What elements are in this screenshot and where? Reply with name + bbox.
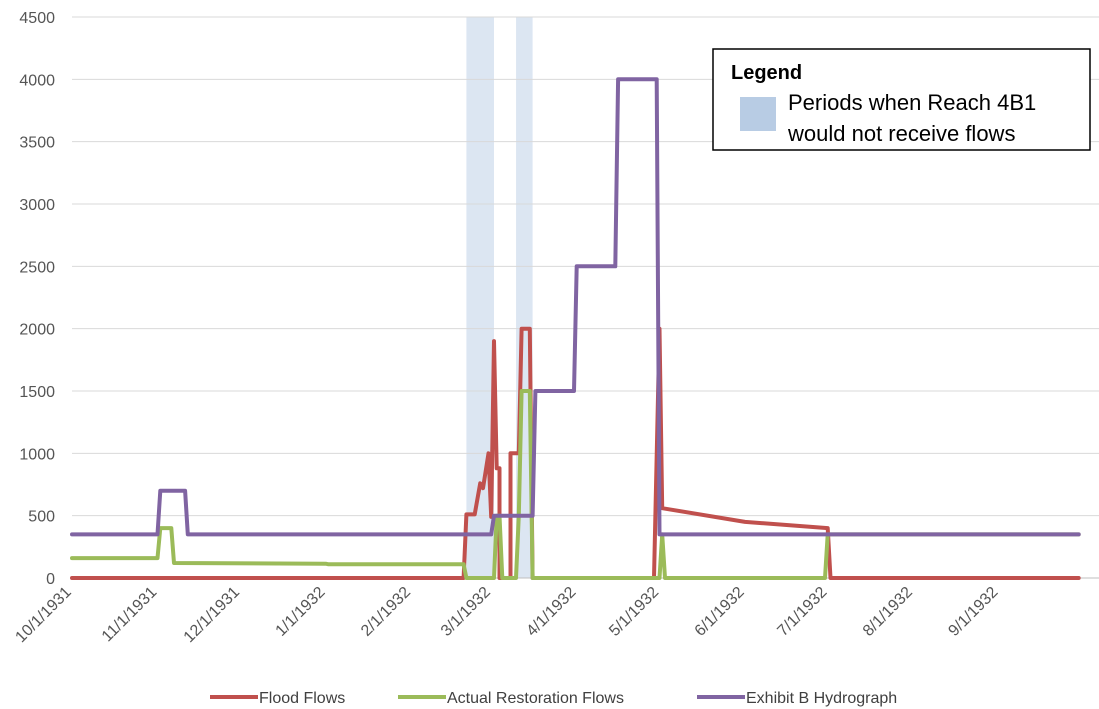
y-tick-label: 1000 <box>19 446 55 463</box>
y-tick-label: 1500 <box>19 384 55 401</box>
x-tick-label: 1/1/1932 <box>273 584 329 640</box>
y-tick-labels: 0 500 1000 1500 2000 2500 3000 3500 4000 4500 <box>19 10 55 588</box>
x-tick-label: 8/1/1932 <box>860 584 916 640</box>
x-tick-label: 7/1/1932 <box>774 584 830 640</box>
y-tick-label: 2000 <box>19 322 55 339</box>
x-tick-label: 11/1/1931 <box>99 584 161 646</box>
y-tick-label: 4000 <box>19 72 55 89</box>
annotation-legend-swatch <box>740 97 776 131</box>
y-tick-label: 4500 <box>19 10 55 27</box>
y-tick-label: 2500 <box>19 259 55 276</box>
legend-label-exhibit-b-hydrograph: Exhibit B Hydrograph <box>746 690 897 707</box>
y-tick-label: 3500 <box>19 135 55 152</box>
legend-label-actual-restoration-flows: Actual Restoration Flows <box>447 690 624 707</box>
x-tick-label: 10/1/1931 <box>12 584 74 646</box>
x-tick-label: 2/1/1932 <box>358 584 414 640</box>
annotation-legend-text-line1: Periods when Reach 4B1 <box>788 90 1036 115</box>
x-tick-label: 3/1/1932 <box>438 584 494 640</box>
series-legend: Flood Flows Actual Restoration Flows Exh… <box>210 690 897 707</box>
x-tick-label: 6/1/1932 <box>692 584 748 640</box>
legend-label-flood-flows: Flood Flows <box>259 690 345 707</box>
y-tick-label: 0 <box>46 571 55 588</box>
series-lines <box>70 77 1081 580</box>
x-tick-labels: 10/1/1931 11/1/1931 12/1/1931 1/1/1932 2/1/1… <box>12 584 1001 646</box>
annotation-legend-title: Legend <box>731 62 802 84</box>
y-tick-label: 3000 <box>19 197 55 214</box>
series-line-exhibit-b-hydrograph <box>70 77 1081 537</box>
annotation-legend: Legend Periods when Reach 4B1 would not … <box>712 48 1091 151</box>
x-tick-label: 9/1/1932 <box>945 584 1001 640</box>
x-tick-label: 5/1/1932 <box>606 584 662 640</box>
annotation-legend-text-line2: would not receive flows <box>787 121 1015 146</box>
y-tick-label: 500 <box>28 509 55 526</box>
series-line-actual-restoration-flows <box>70 389 1081 580</box>
x-tick-label: 12/1/1931 <box>181 584 243 646</box>
x-tick-label: 4/1/1932 <box>523 584 579 640</box>
